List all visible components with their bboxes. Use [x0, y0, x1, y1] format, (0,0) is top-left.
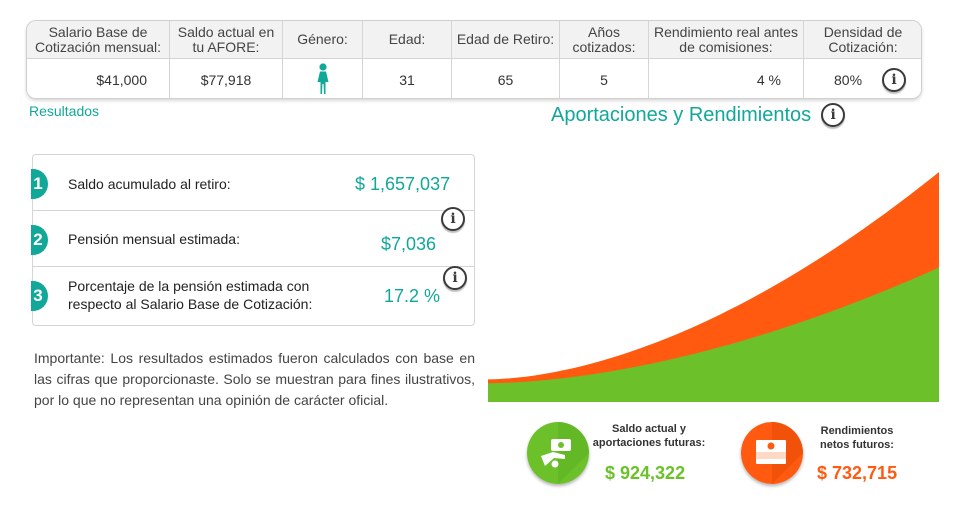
legend-line: aportaciones futuras:	[592, 437, 706, 449]
result-label: Pensión mensual estimada:	[68, 231, 240, 247]
header-densidad: Densidad de Cotización:	[804, 21, 921, 59]
value-genero	[283, 59, 363, 98]
result-number: 1	[31, 169, 48, 199]
header-salario: Salario Base de Cotización mensual:	[27, 21, 170, 59]
rendimientos-badge	[741, 422, 803, 484]
header-saldo-afore: Saldo actual en tu AFORE:	[170, 21, 283, 59]
area-chart	[488, 172, 939, 402]
value-anios-cotizados: 5	[560, 59, 649, 98]
result-value: 17.2 %	[384, 286, 441, 306]
value-salario: $41,000	[27, 59, 170, 98]
chart-title-text: Aportaciones y Rendimientos	[551, 103, 812, 126]
results-card: 1 Saldo acumulado al retiro: $ 1,657,037…	[31, 154, 475, 326]
result-label: Porcentaje de la pensión estimada con re…	[68, 277, 312, 313]
result-row: 1 Saldo acumulado al retiro: $ 1,657,037	[31, 155, 474, 211]
result-label-line: respecto al Salario Base de Cotización:	[68, 296, 313, 312]
header-edad: Edad:	[363, 21, 452, 59]
info-icon[interactable]: i	[882, 67, 907, 92]
hand-money-icon	[527, 422, 589, 484]
header-edad-retiro: Edad de Retiro:	[452, 21, 560, 59]
chart-title: Aportaciones y Rendimientos i	[551, 103, 846, 127]
summary-table: Salario Base de Cotización mensual: Sald…	[26, 20, 922, 99]
info-icon[interactable]: i	[443, 266, 467, 290]
info-icon[interactable]: i	[441, 207, 465, 231]
result-row: 3 Porcentaje de la pensión estimada con …	[31, 266, 474, 325]
value-saldo-afore: $77,918	[170, 59, 283, 98]
value-densidad-cell: 80% i	[804, 59, 921, 98]
important-note: Importante: Los resultados estimados fue…	[34, 350, 475, 408]
female-person-icon	[317, 62, 328, 94]
header-anios-cotizados: Años cotizados:	[560, 21, 649, 59]
result-label: Saldo acumulado al retiro:	[68, 176, 231, 192]
legend-aportaciones-label: Saldo actual y aportaciones futuras:	[585, 422, 713, 450]
legend-aportaciones-value: $ 924,322	[605, 463, 686, 483]
aportaciones-badge	[527, 422, 589, 484]
area-aportaciones	[488, 267, 939, 402]
resultados-label: Resultados	[29, 103, 100, 119]
header-rendimiento: Rendimiento real antes de comisiones:	[649, 21, 804, 59]
value-edad-retiro: 65	[452, 59, 560, 98]
value-edad: 31	[363, 59, 452, 98]
result-label-line: Porcentaje de la pensión estimada con	[68, 278, 310, 294]
value-densidad: 80%	[834, 71, 863, 88]
legend-line: netos futuros:	[820, 439, 894, 451]
legend-line: Saldo actual y	[612, 423, 686, 435]
result-number: 2	[31, 225, 48, 255]
info-icon[interactable]: i	[821, 103, 846, 127]
result-value: $7,036	[381, 234, 437, 254]
result-row: 2 Pensión mensual estimada: $7,036 i	[31, 207, 474, 267]
result-value: $ 1,657,037	[355, 174, 451, 194]
value-rendimiento: 4 %	[649, 59, 804, 98]
money-stack-icon	[741, 422, 803, 484]
legend-rendimientos-value: $ 732,715	[817, 463, 898, 483]
result-number: 3	[31, 281, 48, 311]
header-genero: Género:	[283, 21, 363, 59]
legend-rendimientos-label: Rendimientos netos futuros:	[808, 424, 906, 452]
legend-line: Rendimientos	[820, 425, 894, 437]
